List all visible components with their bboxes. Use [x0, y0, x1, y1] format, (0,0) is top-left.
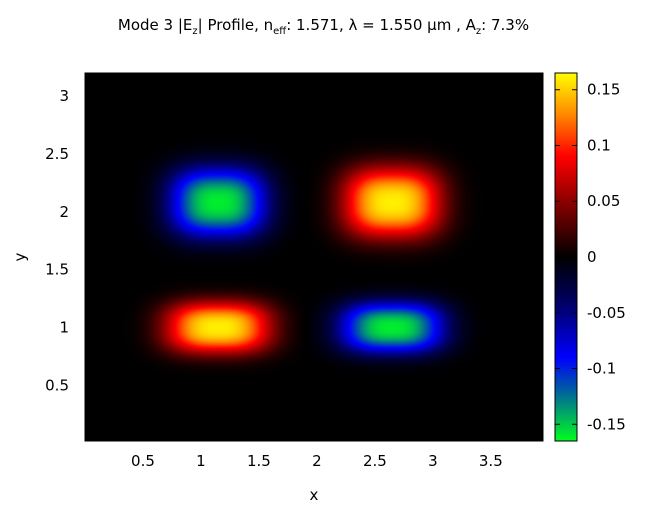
x-tick-label: 3.5: [479, 452, 503, 470]
x-tick-label: 2: [312, 452, 322, 470]
chart-title: Mode 3 |Ez| Profile, neff: 1.571, λ = 1.…: [0, 16, 647, 37]
y-tick-label: 2: [59, 203, 69, 221]
title-prefix-sub: z: [192, 26, 198, 37]
x-tick-label: 1: [196, 452, 206, 470]
colorbar-tick-label: 0: [587, 248, 597, 266]
colorbar-axis: 0.15 0.1 0.05 0 -0.05 -0.1 -0.15: [555, 81, 626, 433]
x-tick-label: 3: [428, 452, 438, 470]
colorbar-tick-label: -0.15: [587, 415, 626, 433]
colorbar-tick-label: 0.1: [587, 136, 611, 154]
colorbar-tick-label: -0.05: [587, 304, 626, 322]
title-mid2: : 1.571, λ = 1.550 µm , A: [286, 16, 476, 34]
y-tick-label: 1.5: [45, 261, 69, 279]
y-tick-label: 0.5: [45, 376, 69, 394]
colorbar-tick-label: 0.05: [587, 192, 620, 210]
title-prefix: Mode 3 |E: [117, 16, 193, 34]
title-suffix: : 7.3%: [481, 16, 530, 34]
x-axis-label: x: [310, 486, 319, 504]
y-axis: 0.5 1 1.5 2 2.5 3: [45, 87, 543, 394]
colorbar-tick-label: 0.15: [587, 81, 620, 99]
x-tick-label: 0.5: [131, 452, 155, 470]
y-tick-label: 1: [59, 319, 69, 337]
x-axis: 0.5 1 1.5 2 2.5 3 3.5: [131, 73, 503, 470]
y-axis-label: y: [11, 252, 29, 261]
colorbar-tick-label: -0.1: [587, 360, 616, 378]
title-mid1-sub: eff: [273, 26, 287, 37]
title-mid1: | Profile, n: [197, 16, 274, 34]
plot-frame: [84, 72, 544, 442]
x-tick-label: 2.5: [363, 452, 387, 470]
title-mid2-sub: z: [475, 26, 482, 37]
y-tick-label: 3: [59, 87, 69, 105]
y-tick-label: 2.5: [45, 145, 69, 163]
colorbar: [555, 73, 577, 441]
heatmap-field: [85, 73, 543, 441]
x-tick-label: 1.5: [247, 452, 271, 470]
